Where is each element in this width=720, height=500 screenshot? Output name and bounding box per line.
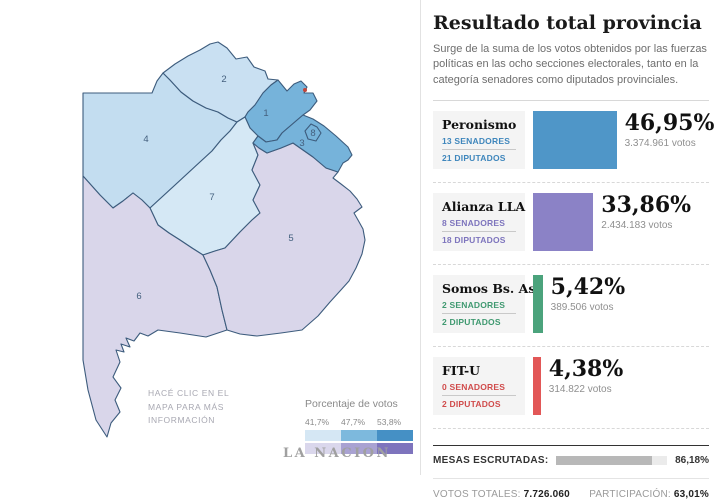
mesas-label: MESAS ESCRUTADAS: — [433, 455, 549, 467]
la-nacion-logo: LA NACION — [283, 446, 391, 461]
mesas-progress-track — [556, 456, 668, 466]
results-panel: Resultado total provincia Surge de la su… — [433, 12, 714, 500]
party-votes: 3.374.961 votos — [624, 138, 696, 150]
party-row: Alianza LLA 8 SENADORES 18 DIPUTADOS 33,… — [433, 183, 709, 266]
map-section-8[interactable] — [304, 123, 322, 142]
party-info-box: FIT-U 0 SENADORES 2 DIPUTADOS — [433, 357, 525, 416]
party-bar — [533, 111, 617, 170]
party-votes: 2.434.183 votos — [601, 220, 673, 232]
legend-tick: 47,7% — [341, 417, 366, 427]
party-row: Somos Bs. As. 2 SENADORES 2 DIPUTADOS 5,… — [433, 265, 709, 348]
participation-value: 63,01% — [673, 489, 709, 500]
party-percentage: 4,38% — [548, 356, 624, 383]
legend-swatch — [305, 430, 341, 441]
page-title: Resultado total provincia — [433, 12, 702, 34]
legend-tick-labels: 41,7% 47,7% 53,8% — [305, 417, 415, 427]
map-hint-line3: INFORMACIÓN — [148, 415, 216, 426]
party-stats: 33,86% 2.434.183 votos — [601, 193, 691, 251]
total-votes-label: VOTOS TOTALES: — [433, 489, 521, 500]
party-row: Peronismo 13 SENADORES 21 DIPUTADOS 46,9… — [433, 101, 714, 184]
legend-swatch — [377, 443, 413, 454]
party-bar — [533, 357, 541, 416]
total-votes-value: 7.726.060 — [523, 489, 570, 500]
party-senators: 2 SENADORES — [442, 296, 516, 315]
participation-label: PARTICIPACIÓN: — [589, 489, 671, 500]
map-hint-line1: HACÉ CLIC EN EL — [148, 388, 230, 398]
party-votes: 389.506 votos — [550, 302, 614, 314]
province-map-area: 2 1 4 3 8 7 5 6 HACÉ CLIC EN EL MAPA PAR… — [82, 41, 415, 461]
party-name: Alianza LLA — [442, 199, 526, 215]
caba-marker-dot — [303, 88, 307, 92]
party-deputies: 2 DIPUTADOS — [442, 399, 501, 410]
party-senators: 8 SENADORES — [442, 214, 516, 233]
party-deputies: 18 DIPUTADOS — [442, 235, 506, 246]
party-info-box: Somos Bs. As. 2 SENADORES 2 DIPUTADOS — [433, 275, 540, 334]
party-row: FIT-U 0 SENADORES 2 DIPUTADOS 4,38% 314.… — [433, 347, 709, 430]
legend-swatch — [305, 443, 341, 454]
legend-blue-ramp — [305, 430, 415, 441]
legend-purple-ramp — [305, 443, 415, 454]
party-stats: 46,95% 3.374.961 votos — [625, 111, 715, 169]
party-bar — [533, 193, 594, 252]
party-name: FIT-U — [442, 363, 481, 379]
mesas-escrutadas-row: MESAS ESCRUTADAS: 86,18% — [433, 445, 709, 466]
map-section-6[interactable] — [82, 175, 228, 438]
party-percentage: 5,42% — [550, 274, 626, 301]
map-hint-line2: MAPA PARA MÁS — [148, 401, 224, 412]
party-stats: 4,38% 314.822 votos — [549, 357, 624, 415]
participation: PARTICIPACIÓN: 63,01% — [589, 489, 709, 500]
total-votes: VOTOS TOTALES: 7.726.060 — [433, 489, 570, 500]
legend-swatch — [341, 430, 377, 441]
map-section-3[interactable] — [252, 114, 353, 173]
party-name: Somos Bs. As. — [442, 281, 540, 297]
party-results-list: Peronismo 13 SENADORES 21 DIPUTADOS 46,9… — [433, 101, 714, 430]
party-info-box: Alianza LLA 8 SENADORES 18 DIPUTADOS — [433, 193, 526, 252]
map-legend: Porcentaje de votos 41,7% 47,7% 53,8% — [305, 398, 415, 456]
province-map: 2 1 4 3 8 7 5 6 — [82, 41, 366, 438]
legend-swatch — [341, 443, 377, 454]
party-deputies: 21 DIPUTADOS — [442, 153, 506, 164]
party-deputies: 2 DIPUTADOS — [442, 317, 501, 328]
party-senators: 13 SENADORES — [442, 132, 516, 151]
vertical-divider — [420, 0, 421, 475]
party-bar — [533, 275, 543, 334]
page-subtitle: Surge de la suma de los votos obtenidos … — [433, 42, 709, 102]
mesas-progress-fill — [556, 456, 652, 466]
party-name: Peronismo — [442, 117, 517, 133]
mesas-value: 86,18% — [675, 455, 709, 467]
party-percentage: 33,86% — [601, 192, 692, 219]
map-click-hint: HACÉ CLIC EN EL MAPA PARA MÁS INFORMACIÓ… — [148, 387, 258, 428]
legend-tick: 53,8% — [377, 417, 402, 427]
party-votes: 314.822 votos — [548, 384, 612, 396]
totals-row: VOTOS TOTALES: 7.726.060 PARTICIPACIÓN: … — [433, 478, 709, 500]
party-stats: 5,42% 389.506 votos — [551, 275, 626, 333]
party-info-box: Peronismo 13 SENADORES 21 DIPUTADOS — [433, 111, 525, 170]
legend-swatch — [377, 430, 413, 441]
legend-tick: 41,7% — [305, 417, 330, 427]
party-percentage: 46,95% — [624, 110, 715, 137]
party-senators: 0 SENADORES — [442, 378, 516, 397]
legend-title: Porcentaje de votos — [305, 398, 398, 410]
